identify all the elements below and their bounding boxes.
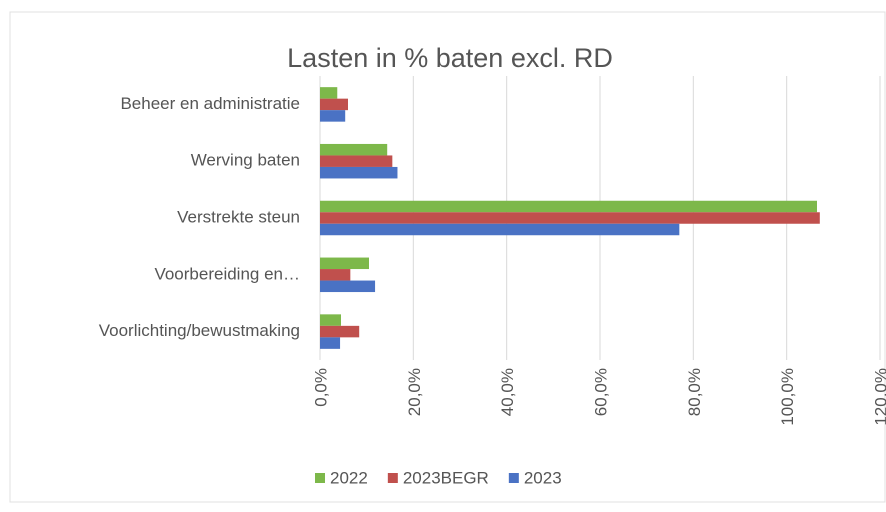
bar [320, 257, 369, 270]
y-tick-label: Voorlichting/bewustmaking [99, 321, 300, 340]
bar [320, 98, 348, 111]
y-tick-label: Beheer en administratie [120, 94, 300, 113]
bar [320, 314, 341, 326]
bar [320, 280, 376, 293]
bar [320, 143, 388, 156]
bar [320, 223, 680, 236]
legend-swatch [508, 473, 519, 483]
bar [320, 269, 351, 281]
bar [320, 325, 360, 338]
legend-label: 2023BEGR [403, 468, 489, 487]
x-tick-label: 20,0% [405, 368, 424, 416]
y-tick-label: Verstrekte steun [177, 207, 300, 226]
bar [320, 212, 820, 224]
y-tick-label: Voorbereiding en… [154, 264, 300, 283]
bar [320, 337, 341, 349]
chart-title: Lasten in % baten excl. RD [287, 43, 613, 73]
bar [320, 87, 338, 99]
bar [320, 155, 393, 167]
x-tick-label: 120,0% [871, 368, 886, 426]
bar [320, 200, 817, 213]
x-tick-label: 60,0% [591, 368, 610, 416]
chart-frame [9, 11, 886, 503]
legend-label: 2022 [330, 468, 368, 487]
bar [320, 166, 398, 179]
legend-label: 2023 [524, 468, 562, 487]
legend-swatch [315, 473, 325, 483]
x-tick-label: 100,0% [778, 368, 797, 426]
bar [320, 110, 346, 122]
x-tick-label: 80,0% [685, 368, 704, 416]
y-tick-label: Werving baten [191, 151, 300, 170]
x-tick-label: 0,0% [311, 368, 330, 407]
x-tick-label: 40,0% [498, 368, 517, 416]
legend-swatch [387, 473, 398, 483]
